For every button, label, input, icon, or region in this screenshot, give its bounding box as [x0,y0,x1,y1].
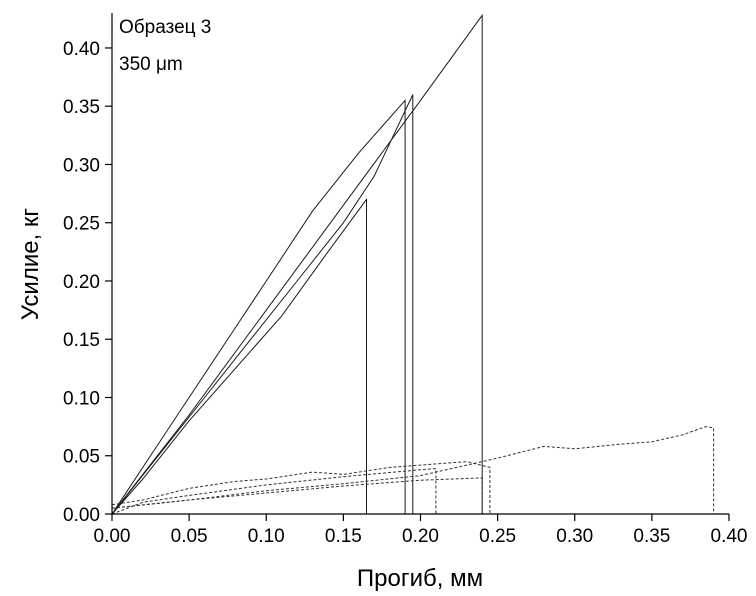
x-tick-label: 0.40 [711,526,748,547]
dashed-series-line-5 [111,468,452,515]
dashed-series-line-6 [111,477,490,515]
x-tick-label: 0.00 [94,526,131,547]
y-tick-label: 0.05 [63,447,100,468]
x-tick-label: 0.10 [248,526,285,547]
dashed-series-line-8 [111,426,722,515]
annotation-thickness: 350 μm [119,54,183,75]
x-tick-label: 0.15 [325,526,362,547]
y-axis-title: Усилие, кг [17,208,44,321]
y-tick-label: 0.35 [63,97,100,118]
axes-layer [111,13,729,515]
solid-series-line-2 [111,197,375,515]
annotation-sample: Образец 3 [119,17,211,38]
x-axis-title: Прогиб, мм [357,565,483,592]
y-tick-label: 0.20 [63,272,100,293]
dashed-series-line-7 [111,461,498,515]
solid-series-line-3 [111,94,421,515]
y-tick-label: 0.15 [63,330,100,351]
x-tick-label: 0.25 [479,526,516,547]
y-tick-label: 0.30 [63,155,100,176]
x-tick-label: 0.35 [633,526,670,547]
y-tick-label: 0.25 [63,214,100,235]
plot-frame [111,13,729,515]
x-tick-label: 0.20 [402,526,439,547]
y-tick-label: 0.40 [63,39,100,60]
y-tick-label: 0.00 [63,505,100,526]
solid-series-line-1 [111,99,421,515]
solid-series-line-4 [111,13,490,515]
y-tick-label: 0.10 [63,388,100,409]
ticks-layer: 0.00 0.05 0.10 0.15 0.20 0.25 0.30 0.35 0.40 0.00… [63,39,747,547]
x-tick-label: 0.05 [171,526,208,547]
x-tick-label: 0.30 [556,526,593,547]
series-layer [111,13,722,515]
